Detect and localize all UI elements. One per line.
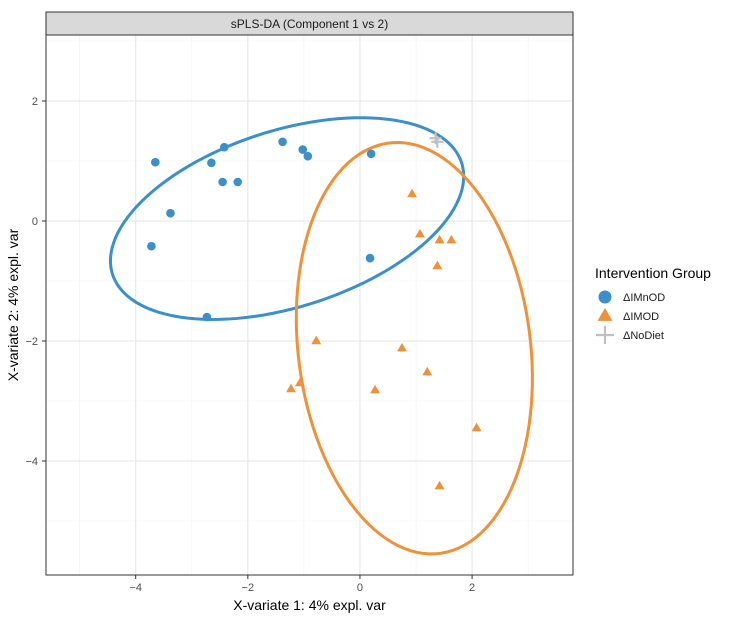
legend-title: Intervention Group	[595, 265, 711, 281]
data-point-cross	[431, 135, 444, 148]
data-point-triangle	[286, 383, 296, 393]
y-tick-label: −4	[25, 456, 38, 468]
data-point-triangle	[422, 366, 433, 376]
legend-item: ΔNoDiet	[596, 326, 664, 344]
data-point-circle	[207, 158, 216, 168]
data-point-circle	[278, 137, 287, 147]
data-point-circle	[151, 157, 160, 167]
data-point-triangle	[397, 342, 407, 352]
chart-title: sPLS-DA (Component 1 vs 2)	[231, 17, 388, 31]
panel-border	[45, 34, 574, 576]
legend-label: ΔIMOD	[623, 311, 659, 323]
confidence-ellipses	[108, 116, 534, 556]
legend-marker-circle	[598, 290, 612, 304]
data-point-circle	[202, 312, 212, 322]
y-axis-ticks: −4 −2 0 2	[25, 96, 46, 468]
data-point-triangle	[446, 234, 457, 244]
legend-marker-triangle	[597, 307, 613, 321]
x-tick-label: 0	[357, 582, 363, 594]
legend-item: ΔIMnOD	[598, 290, 665, 304]
legend-label: ΔIMnOD	[623, 292, 665, 304]
y-tick-label: 2	[32, 96, 38, 108]
data-points	[147, 132, 482, 490]
legend: Intervention Group ΔIMnOD ΔIMOD ΔNoDiet	[595, 265, 711, 344]
data-point-circle	[366, 149, 376, 159]
data-point-circle	[303, 151, 313, 161]
data-point-circle	[218, 177, 227, 187]
data-point-circle	[233, 177, 243, 187]
x-tick-label: −2	[242, 582, 255, 594]
x-tick-label: −4	[129, 582, 142, 594]
legend-items: ΔIMnOD ΔIMOD ΔNoDiet	[596, 290, 665, 344]
data-point-circle	[166, 208, 175, 218]
data-point-circle	[147, 241, 156, 251]
y-tick-label: 0	[32, 216, 38, 228]
data-point-triangle	[471, 422, 482, 432]
data-point-triangle	[407, 188, 418, 198]
data-point-triangle	[311, 335, 322, 345]
data-point-circle	[365, 253, 375, 263]
data-point-triangle	[434, 480, 445, 490]
confidence-ellipse	[108, 116, 466, 321]
data-point-triangle	[432, 260, 443, 270]
x-tick-label: 2	[469, 582, 475, 594]
data-point-triangle	[415, 228, 425, 238]
data-point-circle	[219, 142, 229, 152]
legend-label: ΔNoDiet	[623, 330, 664, 342]
data-point-triangle	[370, 384, 381, 394]
major-gridlines	[46, 35, 573, 575]
x-axis-ticks: −4 −2 0 2	[129, 575, 475, 594]
legend-item: ΔIMOD	[597, 307, 659, 323]
confidence-ellipse	[294, 141, 534, 556]
data-point-triangle	[295, 377, 305, 387]
legend-marker-cross	[596, 326, 614, 344]
data-point-circle	[298, 145, 308, 154]
y-tick-label: −2	[25, 336, 38, 348]
x-axis-title: X-variate 1: 4% expl. var	[233, 597, 386, 613]
y-axis-title: X-variate 2: 4% expl. var	[5, 228, 21, 381]
data-point-triangle	[434, 234, 445, 244]
